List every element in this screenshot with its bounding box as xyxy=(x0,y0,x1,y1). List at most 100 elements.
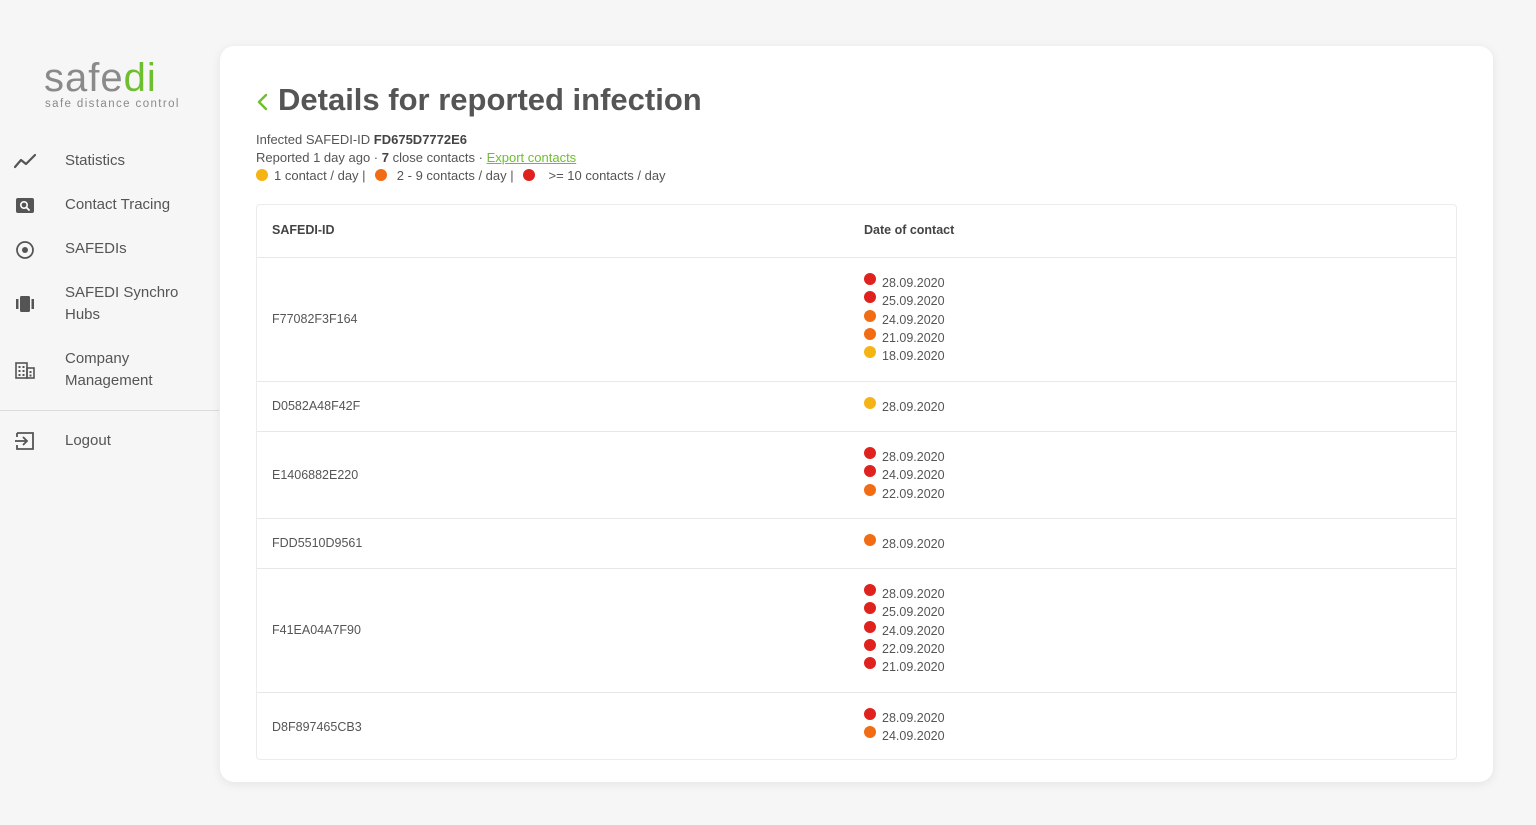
safedi-id-cell: F77082F3F164 xyxy=(272,312,358,326)
contact-date: 28.09.2020 xyxy=(864,273,945,291)
sidebar-item-label: SAFEDI Synchro Hubs xyxy=(65,284,179,323)
contact-date: 25.09.2020 xyxy=(864,602,945,620)
table-row: F41EA04A7F90 28.09.2020 25.09.2020 24.09.20… xyxy=(257,569,1456,693)
contact-date-text: 18.09.2020 xyxy=(882,349,945,364)
column-header-date: Date of contact xyxy=(864,223,955,237)
contact-level-dot xyxy=(864,584,876,596)
sidebar-item-label: Company Management xyxy=(65,350,153,389)
infected-id-value: FD675D7772E6 xyxy=(373,132,468,147)
table-row: D0582A48F42F 28.09.2020 xyxy=(257,382,1456,432)
contact-level-dot xyxy=(864,346,876,359)
infected-id-line: Infected SAFEDI-ID FD675D7772E6 xyxy=(256,131,467,149)
contact-date: 21.09.2020 xyxy=(864,327,945,346)
contact-date: 28.09.2020 xyxy=(864,397,945,415)
legend-high-label: >= 10 contacts / day xyxy=(548,168,666,183)
contact-level-dot xyxy=(864,273,876,285)
safedi-logo[interactable]: safedi safe distance control xyxy=(44,58,184,114)
contact-date: 28.09.2020 xyxy=(864,584,945,602)
building-icon xyxy=(15,362,35,379)
contact-level-dot xyxy=(864,638,876,651)
sidebar-item-synchro-hubs[interactable]: SAFEDI Synchro Hubs xyxy=(0,282,219,328)
logout-label: Logout xyxy=(65,432,111,449)
contact-level-dot xyxy=(864,620,876,633)
search-icon xyxy=(16,198,34,213)
legend-dot-high xyxy=(523,169,536,181)
infected-id-label: Infected SAFEDI-ID xyxy=(256,132,371,147)
contact-date-text: 24.09.2020 xyxy=(882,729,945,744)
sidebar-item-label: Contact Tracing xyxy=(65,196,171,213)
close-contacts-count: 7 xyxy=(381,150,389,165)
contact-date-text: 25.09.2020 xyxy=(882,605,945,620)
contact-level-dot xyxy=(864,708,876,720)
contact-date-text: 21.09.2020 xyxy=(882,660,945,675)
contact-date: 24.09.2020 xyxy=(864,465,945,483)
contact-level-dot xyxy=(864,309,876,322)
table-row: E1406882E220 28.09.2020 24.09.2020 22.09.20… xyxy=(257,432,1456,519)
reported-text: Reported 1 day ago · xyxy=(256,150,379,165)
contact-date-text: 28.09.2020 xyxy=(882,450,945,464)
legend-mid-label: 2 - 9 contacts / day | xyxy=(396,168,514,183)
legend-low-label: 1 contact / day | xyxy=(274,168,366,183)
sidebar-item-contact-tracing[interactable]: Contact Tracing xyxy=(0,194,219,218)
contact-date-text: 28.09.2020 xyxy=(882,400,945,414)
safedi-id-cell: D8F897465CB3 xyxy=(272,719,362,734)
contact-level-dot xyxy=(864,327,876,340)
safedi-id-cell: E1406882E220 xyxy=(272,467,359,482)
table-row: FDD5510D9561 28.09.2020 xyxy=(257,519,1456,569)
contact-level-dot xyxy=(864,726,876,739)
target-icon xyxy=(16,241,34,259)
page-title: Details for reported infection xyxy=(278,82,702,117)
contact-date: 22.09.2020 xyxy=(864,483,945,502)
trend-icon xyxy=(14,153,36,169)
logo-wordmark: safedi xyxy=(44,56,157,100)
contact-date-text: 28.09.2020 xyxy=(882,711,945,725)
contact-level-dot xyxy=(864,483,876,496)
contact-date: 28.09.2020 xyxy=(864,534,945,552)
sidebar-item-statistics[interactable]: Statistics xyxy=(0,150,219,174)
contact-date: 28.09.2020 xyxy=(864,708,945,726)
contact-level-dot xyxy=(864,465,876,478)
contact-level-dot xyxy=(864,397,876,409)
sidebar-item-company-management[interactable]: Company Management xyxy=(0,348,219,394)
contact-date: 24.09.2020 xyxy=(864,620,945,639)
contact-dates-cell: 28.09.2020 25.09.2020 24.09.2020 22.09.2020… xyxy=(864,584,945,675)
contact-date: 24.09.2020 xyxy=(864,726,945,744)
table-row: F77082F3F164 28.09.2020 25.09.2020 24.09.20… xyxy=(257,258,1456,382)
contact-date-text: 22.09.2020 xyxy=(882,486,945,501)
contact-date: 24.09.2020 xyxy=(864,309,945,328)
contact-date: 25.09.2020 xyxy=(864,291,945,309)
logout-icon xyxy=(15,432,34,450)
close-contacts-suffix: close contacts · xyxy=(392,150,483,165)
contact-date: 22.09.2020 xyxy=(864,638,945,657)
back-chevron-icon[interactable] xyxy=(254,90,272,114)
export-contacts-link[interactable]: Export contacts xyxy=(486,150,577,165)
safedi-id-cell: FDD5510D9561 xyxy=(272,536,363,550)
contact-date-text: 28.09.2020 xyxy=(882,276,945,290)
logo-tagline: safe distance control xyxy=(45,98,180,110)
contact-level-dot xyxy=(864,291,876,304)
contact-date-text: 24.09.2020 xyxy=(882,468,945,483)
safedi-id-cell: D0582A48F42F xyxy=(272,399,361,413)
contact-dates-cell: 28.09.2020 xyxy=(864,397,945,415)
table-row: D8F897465CB3 28.09.2020 24.09.2020 xyxy=(257,693,1456,759)
contact-date-text: 25.09.2020 xyxy=(882,294,945,309)
sidebar-item-safedis[interactable]: SAFEDIs xyxy=(0,238,219,262)
sidebar-divider xyxy=(0,410,219,411)
contact-date-text: 22.09.2020 xyxy=(882,641,945,656)
contacts-table: SAFEDI-ID Date of contact F77082F3F164 28… xyxy=(256,204,1457,760)
contact-level-dot xyxy=(864,657,876,670)
contact-dates-cell: 28.09.2020 24.09.2020 22.09.2020 xyxy=(864,447,945,502)
column-header-id: SAFEDI-ID xyxy=(272,223,335,237)
contact-date: 28.09.2020 xyxy=(864,447,945,465)
sidebar: safedi safe distance control Statistics … xyxy=(0,0,220,825)
hub-icon xyxy=(16,296,34,312)
legend: 1 contact / day | 2 - 9 contacts / day |… xyxy=(256,167,666,185)
legend-dot-mid xyxy=(375,169,388,181)
report-summary-line: Reported 1 day ago · 7 close contacts · … xyxy=(256,149,576,167)
contact-date-text: 28.09.2020 xyxy=(882,537,945,551)
logout-button[interactable]: Logout xyxy=(0,430,219,454)
contact-level-dot xyxy=(864,534,876,546)
contact-date-text: 28.09.2020 xyxy=(882,587,945,601)
contact-date-text: 21.09.2020 xyxy=(882,330,945,345)
sidebar-item-label: Statistics xyxy=(65,152,126,169)
